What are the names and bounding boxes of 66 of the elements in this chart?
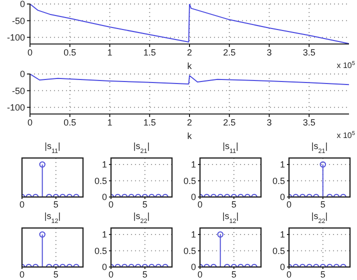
x-tick-label: 1.5 (143, 47, 156, 58)
x-tick-label: 0 (286, 199, 292, 210)
x-tick-label: 0 (108, 269, 114, 280)
y-tick-label: 0.5 (94, 246, 107, 256)
y-tick-label: 0 (102, 192, 107, 202)
y-tick-label: -100 (6, 102, 25, 113)
y-tick-label: 0 (20, 69, 25, 80)
x-tick-label: 0 (27, 117, 33, 128)
x-tick-label: 0 (197, 199, 203, 210)
text: x 10$^{5}$ (336, 131, 355, 140)
chart-title: |s$_{21}$| (311, 141, 328, 154)
chart-title: |s$_{12}$| (222, 211, 239, 224)
y-tick-label: 0 (190, 192, 196, 202)
x-tick-label: 3.5 (302, 117, 316, 128)
x-tick-label: 3.5 (302, 47, 316, 58)
y-tick-label: 1 (280, 230, 285, 240)
x-tick-label: 5 (142, 269, 148, 280)
x-tick-label: 2 (186, 117, 192, 128)
y-tick-label: 0.5 (272, 246, 285, 256)
line-series (30, 74, 349, 86)
x-tick-label: 0 (27, 47, 33, 58)
chart-title: |s$_{11}$| (222, 141, 238, 154)
x-tick-label: 5 (320, 269, 326, 280)
y-tick-label: 0.5 (272, 176, 285, 186)
chart-title: |s$_{11}$| (44, 141, 60, 154)
x-axis-title: k (187, 131, 192, 141)
y-tick-label: -50 (12, 86, 25, 96)
x-tick-label: 1.5 (143, 117, 156, 128)
x-tick-label: 2.5 (223, 47, 236, 58)
x-tick-label: 2 (186, 47, 192, 58)
y-tick-label: 1 (102, 160, 107, 170)
y-tick-label: 0.5 (183, 246, 196, 256)
y-tick-label: 0 (280, 262, 285, 272)
x-tick-label: 5 (320, 199, 326, 210)
x-tick-label: 5 (231, 269, 236, 280)
x-tick-label: 0 (108, 199, 114, 210)
y-tick-label: 0.5 (183, 176, 196, 186)
y-tick-label: 0 (280, 192, 285, 202)
chart-title: |s$_{22}$| (133, 211, 150, 224)
line-series (30, 4, 349, 44)
y-tick-label: -100 (6, 32, 25, 43)
x-tick-label: 5 (53, 199, 58, 210)
y-tick-label: 1 (102, 230, 107, 240)
y-tick-label: 1 (190, 230, 196, 240)
text: x 10$^{5}$ (336, 61, 355, 70)
y-tick-label: -50 (12, 16, 25, 26)
x-tick-label: 5 (142, 199, 148, 210)
y-tick-label: 0 (102, 262, 107, 272)
x-tick-label: 0 (286, 269, 292, 280)
x-tick-label: 2.5 (223, 117, 236, 128)
x-tick-label: 0.5 (64, 47, 76, 58)
x-tick-label: 5 (53, 269, 58, 280)
x-axis-title: k (187, 61, 192, 71)
chart-title: |s$_{22}$| (311, 211, 328, 224)
x-tick-label: 3 (266, 47, 272, 58)
x-tick-label: 0 (197, 269, 203, 280)
y-tick-label: 1 (280, 160, 285, 170)
x-tick-label: 5 (231, 199, 236, 210)
y-tick-label: 0 (20, 0, 25, 10)
chart-title: |s$_{12}$| (44, 211, 61, 224)
x-tick-label: 3 (266, 117, 272, 128)
x-tick-label: 0.5 (64, 117, 76, 128)
y-tick-label: 0.5 (94, 176, 107, 186)
chart-title: |s$_{21}$| (133, 141, 150, 154)
y-tick-label: 1 (190, 160, 196, 170)
y-tick-label: 0 (190, 262, 196, 272)
